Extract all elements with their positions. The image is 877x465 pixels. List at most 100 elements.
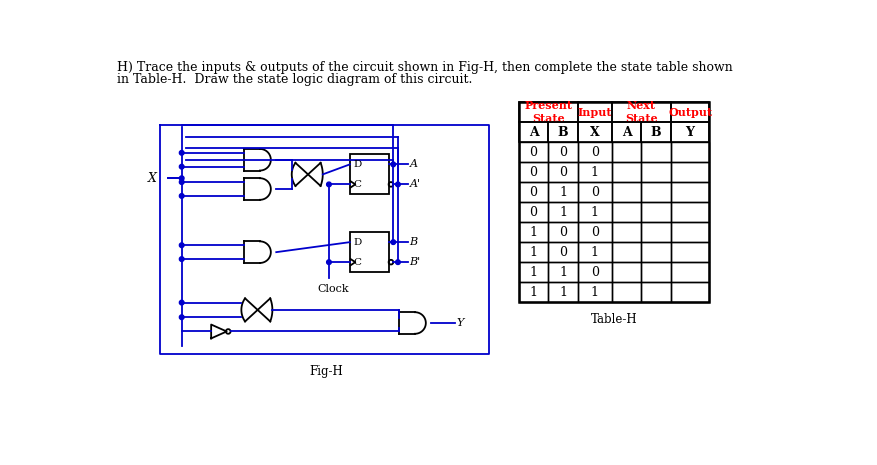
Circle shape [180, 257, 184, 261]
Bar [350, 154, 389, 194]
Text: A: A [410, 159, 417, 169]
Bar [548, 162, 578, 182]
Bar [612, 202, 641, 222]
Bar [671, 282, 709, 302]
Text: Next
State: Next State [625, 100, 658, 124]
Text: 1: 1 [559, 266, 567, 279]
Bar [519, 182, 548, 202]
Bar [519, 122, 548, 142]
Circle shape [180, 164, 184, 169]
Bar [612, 282, 641, 302]
Text: Y: Y [686, 126, 695, 139]
Bar [548, 122, 578, 142]
Text: Present
State: Present State [524, 100, 573, 124]
Text: 0: 0 [530, 146, 538, 159]
Circle shape [180, 151, 184, 155]
Bar [612, 142, 641, 162]
Bar [578, 142, 612, 162]
Bar [350, 232, 389, 272]
Bar [612, 102, 671, 122]
Bar [641, 182, 671, 202]
Bar [519, 282, 548, 302]
Text: 1: 1 [530, 226, 538, 239]
Circle shape [180, 243, 184, 247]
Bar [578, 102, 612, 122]
Circle shape [180, 193, 184, 198]
Bar [671, 182, 709, 202]
Circle shape [396, 182, 400, 187]
Text: 0: 0 [559, 226, 567, 239]
Bar [519, 242, 548, 262]
Text: 1: 1 [591, 246, 599, 259]
Text: 0: 0 [559, 246, 567, 259]
Bar [671, 202, 709, 222]
Text: 0: 0 [530, 186, 538, 199]
Text: Input: Input [578, 106, 612, 118]
Text: B: B [410, 237, 417, 247]
Bar [671, 222, 709, 242]
Bar [641, 282, 671, 302]
Text: D: D [353, 238, 362, 246]
Bar [671, 102, 709, 122]
Bar [612, 242, 641, 262]
Text: X: X [590, 126, 600, 139]
Bar [548, 282, 578, 302]
Text: 1: 1 [530, 286, 538, 299]
Circle shape [180, 180, 184, 185]
Text: C: C [353, 258, 361, 266]
Bar [578, 282, 612, 302]
Bar [671, 242, 709, 262]
Bar [671, 122, 709, 142]
Text: 0: 0 [559, 146, 567, 159]
Bar [612, 122, 641, 142]
Text: Fig-H: Fig-H [310, 365, 344, 378]
Bar [578, 182, 612, 202]
Bar [548, 222, 578, 242]
Bar [519, 262, 548, 282]
Circle shape [396, 260, 400, 265]
Text: 1: 1 [591, 206, 599, 219]
Bar [641, 162, 671, 182]
Bar [612, 222, 641, 242]
Bar [671, 142, 709, 162]
Bar [548, 182, 578, 202]
Bar [519, 202, 548, 222]
Text: 1: 1 [530, 266, 538, 279]
Text: B: B [558, 126, 568, 139]
Text: Clock: Clock [317, 284, 349, 294]
Text: in Table-H.  Draw the state logic diagram of this circuit.: in Table-H. Draw the state logic diagram… [118, 73, 473, 86]
Text: B': B' [410, 257, 421, 267]
Text: D: D [353, 160, 362, 169]
Bar [519, 102, 709, 302]
Text: Output: Output [668, 106, 712, 118]
Bar [578, 222, 612, 242]
Text: X: X [148, 172, 157, 185]
Bar [641, 202, 671, 222]
Text: 1: 1 [559, 286, 567, 299]
Bar [578, 242, 612, 262]
Bar [519, 222, 548, 242]
Text: 1: 1 [559, 186, 567, 199]
Text: 1: 1 [591, 166, 599, 179]
Text: 0: 0 [591, 186, 599, 199]
Text: 0: 0 [530, 206, 538, 219]
Bar [671, 262, 709, 282]
Text: B: B [651, 126, 661, 139]
Text: C: C [353, 180, 361, 189]
Text: 0: 0 [559, 166, 567, 179]
Bar [641, 222, 671, 242]
Circle shape [391, 162, 396, 166]
Text: A: A [622, 126, 631, 139]
Text: A': A' [410, 179, 421, 189]
Text: Y: Y [456, 318, 463, 328]
Text: 0: 0 [591, 226, 599, 239]
Bar [641, 242, 671, 262]
Bar [612, 182, 641, 202]
Bar [641, 142, 671, 162]
Text: A: A [529, 126, 538, 139]
Circle shape [326, 260, 332, 265]
Text: 0: 0 [591, 146, 599, 159]
Bar [578, 162, 612, 182]
Bar [519, 162, 548, 182]
Bar [612, 162, 641, 182]
